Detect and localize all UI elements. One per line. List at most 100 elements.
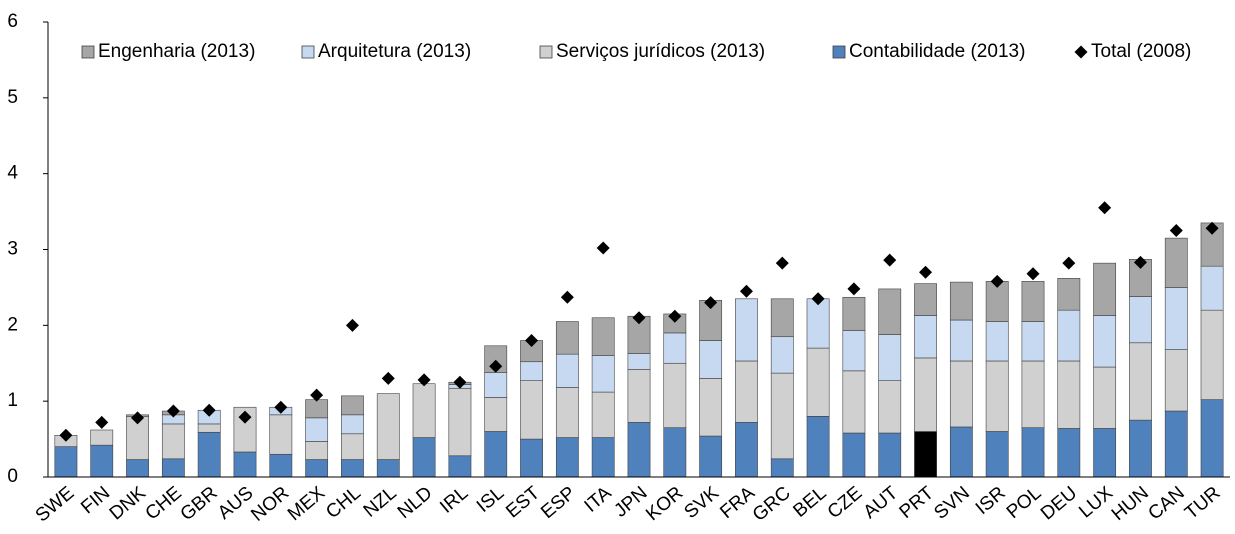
x-tick-label: CHL xyxy=(322,483,365,524)
total-marker xyxy=(1098,201,1112,215)
x-tick-label: LUX xyxy=(1075,482,1117,522)
bar-segment xyxy=(770,372,794,460)
total-marker xyxy=(1062,256,1076,270)
bar-segment xyxy=(699,435,723,478)
x-tick-label: FRA xyxy=(716,482,759,523)
bar-segment xyxy=(1057,360,1081,429)
bar-segment xyxy=(627,353,651,370)
x-tick-label: POL xyxy=(1003,483,1046,524)
legend-swatch xyxy=(301,45,315,59)
legend-swatch xyxy=(1074,45,1088,59)
bar-segment xyxy=(878,380,902,434)
x-tick-label: ITA xyxy=(581,482,616,516)
bar-segment xyxy=(520,438,543,478)
bar-segment xyxy=(1129,419,1152,478)
bar-segment xyxy=(842,330,866,372)
legend-swatch xyxy=(81,45,95,59)
total-marker xyxy=(453,375,467,389)
total-marker xyxy=(489,359,503,373)
bar-segment xyxy=(914,283,937,316)
bar-segment xyxy=(1164,349,1188,412)
total-marker xyxy=(560,290,574,304)
x-tick-label: BEL xyxy=(790,483,831,522)
bar-segment xyxy=(233,406,257,453)
total-marker xyxy=(847,282,861,296)
bar-segment xyxy=(341,459,364,478)
bar-segment xyxy=(90,429,114,446)
x-tick-label: SWE xyxy=(32,483,79,527)
bar-segment xyxy=(1164,237,1188,288)
bar-segment xyxy=(484,431,508,478)
bar-segment xyxy=(591,437,615,478)
bar-segment xyxy=(269,414,293,455)
y-tick-label: 1 xyxy=(7,390,18,411)
bar-segment xyxy=(54,446,78,478)
bar-segment xyxy=(627,369,651,423)
x-tick-label: DEU xyxy=(1037,483,1081,525)
bar-segment xyxy=(1057,278,1081,311)
bar-segment xyxy=(126,459,149,478)
bar-segment xyxy=(949,319,973,362)
x-tick-label: CZE xyxy=(824,483,867,524)
bar-segment xyxy=(484,372,508,398)
bar-segment xyxy=(985,431,1009,478)
total-marker xyxy=(381,371,395,385)
bar-segment xyxy=(555,437,579,478)
y-tick-label: 5 xyxy=(7,87,18,108)
total-marker xyxy=(525,334,539,347)
bar-segment xyxy=(1200,399,1224,478)
y-tick-label: 2 xyxy=(7,314,18,335)
y-tick-label: 6 xyxy=(7,11,18,32)
legend-label: Engenharia (2013) xyxy=(98,41,255,62)
bar-segment xyxy=(735,360,758,423)
bar-segment xyxy=(735,298,758,362)
bar-segment xyxy=(591,317,615,356)
total-marker xyxy=(202,403,216,417)
bar-segment xyxy=(914,315,937,359)
total-marker xyxy=(775,256,789,270)
bar-segment xyxy=(1200,265,1224,311)
total-marker xyxy=(238,410,252,424)
total-marker xyxy=(632,311,646,325)
x-tick-label: NOR xyxy=(247,483,293,526)
x-tick-label: EST xyxy=(502,482,544,522)
total-marker xyxy=(596,241,610,255)
legend-label: Contabilidade (2013) xyxy=(849,41,1025,62)
bar-segment xyxy=(878,432,902,478)
bar-segment xyxy=(663,362,687,429)
bar-segment xyxy=(520,361,543,381)
bar-segment xyxy=(305,399,329,419)
total-marker xyxy=(417,373,431,387)
bar-segment xyxy=(842,432,866,478)
bar-segment xyxy=(412,437,436,478)
bar-segment xyxy=(770,298,794,338)
total-marker xyxy=(59,428,73,442)
bar-segment xyxy=(161,423,185,460)
bar-segment xyxy=(269,453,293,478)
bar-segment xyxy=(376,459,400,478)
bar-segment xyxy=(842,296,866,331)
x-tick-label: TUR xyxy=(1181,483,1224,524)
total-marker xyxy=(1026,267,1040,281)
total-marker xyxy=(811,292,825,306)
bar-segment xyxy=(770,458,794,478)
bar-segment xyxy=(341,414,364,435)
bar-segment xyxy=(555,387,579,438)
bar-segment xyxy=(305,441,329,460)
x-tick-label: KOR xyxy=(642,483,687,526)
y-tick-label: 4 xyxy=(7,163,18,184)
bar-segment xyxy=(1093,315,1117,368)
x-tick-label: ISR xyxy=(972,483,1010,519)
x-tick-label: PRT xyxy=(896,482,939,523)
bar-segment xyxy=(1129,342,1152,421)
x-tick-label: GRC xyxy=(749,483,795,526)
bar-segment xyxy=(949,426,973,478)
bar-segment xyxy=(1021,360,1045,429)
bar-segment xyxy=(197,423,221,433)
x-tick-label: AUT xyxy=(860,482,903,523)
y-tick-label: 0 xyxy=(7,466,18,487)
total-marker xyxy=(166,404,180,418)
bar-segment xyxy=(663,332,687,364)
bar-segment xyxy=(1164,287,1188,350)
